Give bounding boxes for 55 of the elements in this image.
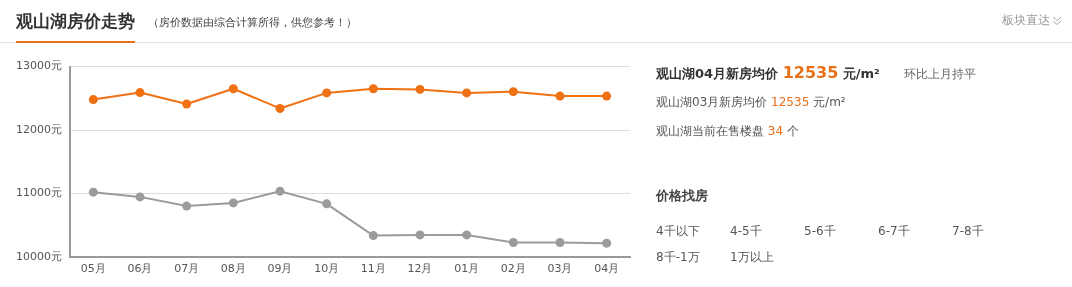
point (508, 87, 518, 97)
point (275, 103, 285, 113)
x-tick-label: 08月 (220, 262, 246, 276)
text: 观山湖04月新房均价 12535 元/m² (656, 63, 880, 82)
chart-title: 观山湖房价走势 (16, 10, 135, 43)
point (368, 231, 378, 241)
category-label: 4-5千 (730, 223, 763, 240)
x-tick-label: 11月 (360, 262, 386, 276)
category-label: 4千以下 (656, 223, 701, 240)
chart-subtitle: （房价数据由综合计算所得，供您参考！） (148, 15, 357, 30)
point (135, 192, 145, 202)
text: 板块直达 (1002, 12, 1050, 29)
text: 观山湖当前在售楼盘 34 个 (656, 123, 800, 140)
point (368, 84, 378, 94)
x-tick-label: 09月 (267, 262, 293, 276)
point (88, 187, 98, 197)
point (462, 88, 472, 98)
point (462, 230, 472, 240)
x-tick-label: 03月 (547, 262, 573, 276)
text: 价格找房 (656, 187, 709, 205)
y-tick-label: 12000元 (15, 122, 62, 136)
x-tick-label: 04月 (594, 262, 620, 276)
point (275, 186, 285, 196)
point (508, 238, 518, 248)
point (322, 199, 332, 209)
point (228, 84, 238, 94)
x-tick-label: 12月 (407, 262, 433, 276)
point (602, 91, 612, 101)
point (602, 238, 612, 248)
point (228, 198, 238, 208)
x-tick-label: 10月 (314, 262, 340, 276)
point (415, 230, 425, 240)
point (555, 91, 565, 101)
category-label: 7-8千 (952, 223, 985, 240)
x-tick-label: 02月 (500, 262, 526, 276)
category-label: 1万以上 (730, 249, 775, 266)
x-tick-label: 01月 (454, 262, 480, 276)
x-tick-label: 05月 (80, 262, 106, 276)
point (415, 84, 425, 94)
point (182, 99, 192, 109)
text: 环比上月持平 (903, 67, 976, 81)
point (135, 88, 145, 98)
x-tick-label: 06月 (127, 262, 153, 276)
y-tick-label: 10000元 (15, 249, 62, 263)
point (322, 88, 332, 98)
point (88, 95, 98, 105)
point (555, 238, 565, 248)
category-label: 5-6千 (804, 223, 837, 240)
category-label: 6-7千 (878, 223, 911, 240)
category-label: 8千-1万 (656, 249, 701, 266)
y-tick-label: 13000元 (15, 59, 62, 73)
y-tick-label: 11000元 (15, 186, 62, 200)
x-tick-label: 07月 (174, 262, 200, 276)
text: 观山湖03月新房均价 12535 元/m² (656, 94, 847, 111)
point (182, 201, 192, 211)
